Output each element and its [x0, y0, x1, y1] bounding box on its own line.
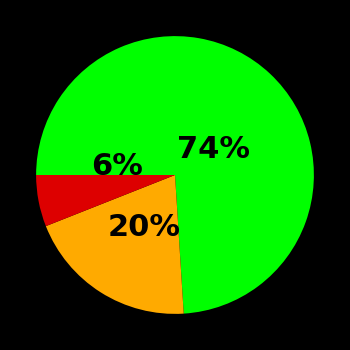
Wedge shape — [36, 175, 175, 226]
Text: 6%: 6% — [91, 152, 142, 181]
Text: 20%: 20% — [108, 213, 181, 242]
Text: 74%: 74% — [177, 135, 250, 164]
Wedge shape — [46, 175, 184, 314]
Wedge shape — [36, 36, 314, 314]
